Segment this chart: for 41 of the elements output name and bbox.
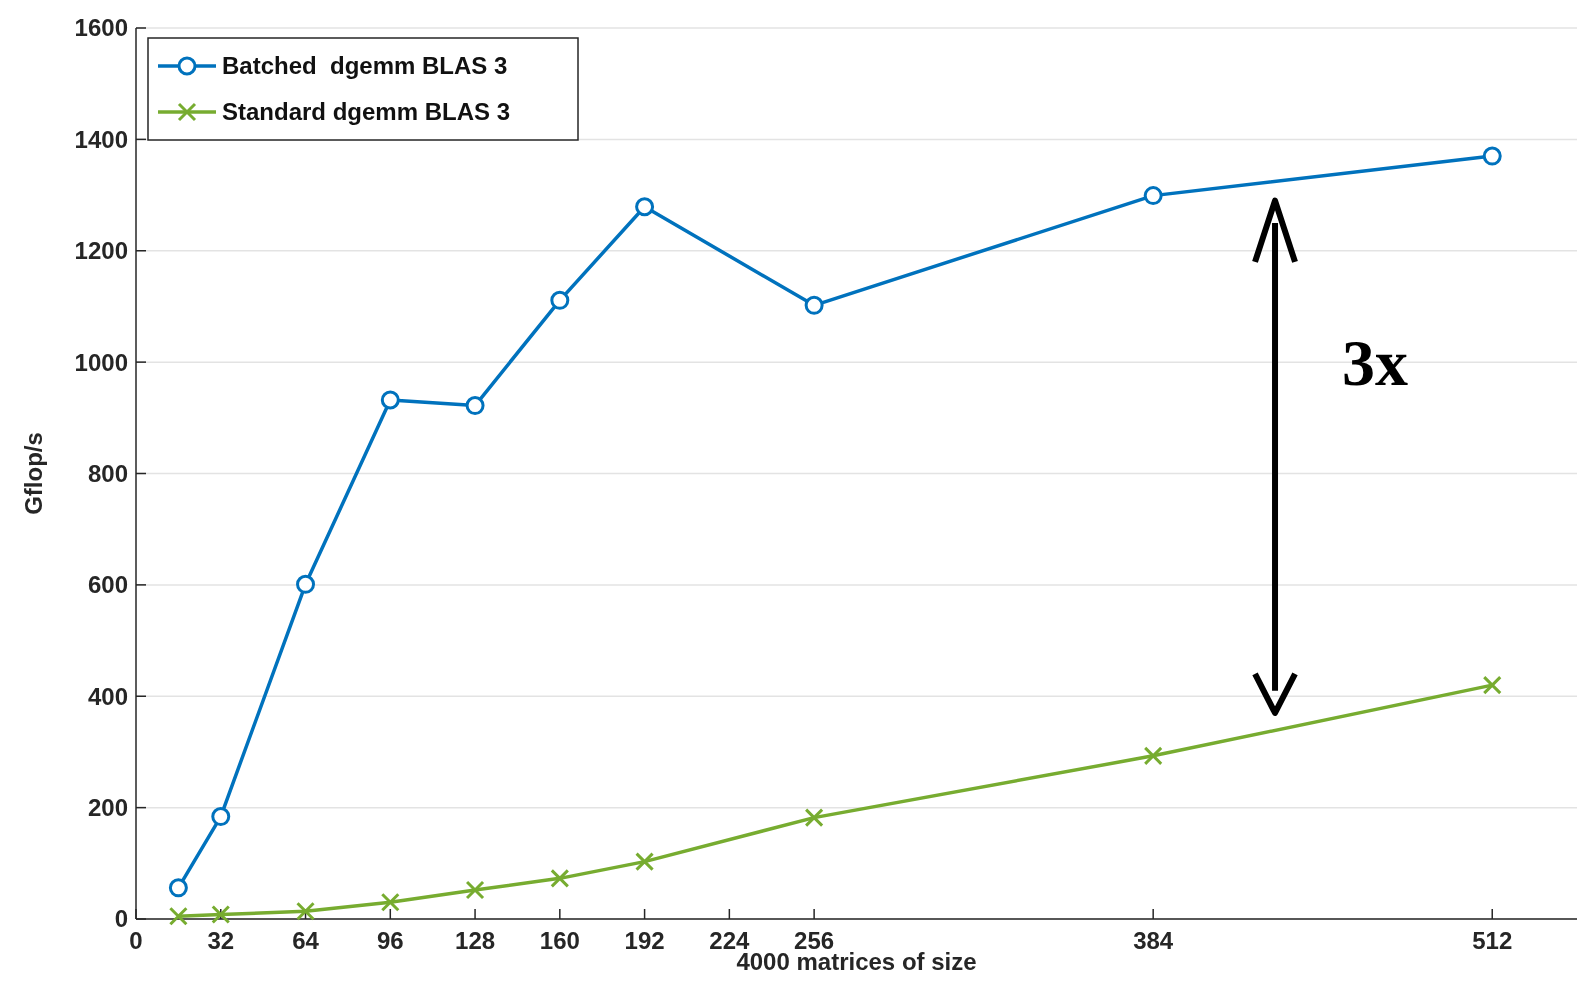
- point: [465, 880, 485, 900]
- point: [1482, 675, 1502, 695]
- y-tick-label: 1600: [74, 14, 128, 42]
- y-tick-label: 0: [114, 905, 128, 933]
- point: [635, 852, 655, 872]
- point: [804, 295, 824, 315]
- point: [1482, 146, 1502, 166]
- point: [635, 197, 655, 217]
- y-tick-label: 1000: [74, 348, 128, 376]
- point: [168, 906, 188, 926]
- y-axis-title: Gflop/s: [20, 432, 47, 515]
- x-tick-label: 160: [539, 927, 580, 954]
- legend-label: Batched dgemm BLAS 3: [222, 52, 508, 80]
- point: [550, 868, 570, 888]
- point: [211, 905, 231, 925]
- legend-label: Standard dgemm BLAS 3: [222, 98, 511, 126]
- x-tick-label: 384: [1133, 927, 1174, 954]
- point: [465, 396, 485, 416]
- y-tick-label: 600: [87, 571, 128, 599]
- point: [1143, 186, 1163, 206]
- y-tick-label: 200: [87, 794, 128, 822]
- x-tick-label: 512: [1472, 927, 1513, 954]
- x-tick-label: 32: [207, 927, 235, 954]
- point: [804, 808, 824, 828]
- y-tick-label: 400: [87, 682, 128, 710]
- y-tick-label: 800: [87, 459, 128, 487]
- x-tick-label: 192: [624, 927, 665, 954]
- annotation: 3x: [1342, 326, 1409, 400]
- point: [296, 901, 316, 921]
- point: [211, 807, 231, 827]
- x-tick-label: 64: [292, 927, 320, 954]
- point: [1143, 746, 1163, 766]
- x-tick-label: 96: [376, 927, 404, 954]
- point: [296, 574, 316, 594]
- point: [550, 290, 570, 310]
- x-tick-label: 128: [455, 927, 496, 954]
- point: [380, 892, 400, 912]
- y-tick-label: 1400: [74, 125, 128, 153]
- point: [380, 390, 400, 410]
- y-tick-label: 1200: [74, 237, 128, 265]
- point: [168, 878, 188, 898]
